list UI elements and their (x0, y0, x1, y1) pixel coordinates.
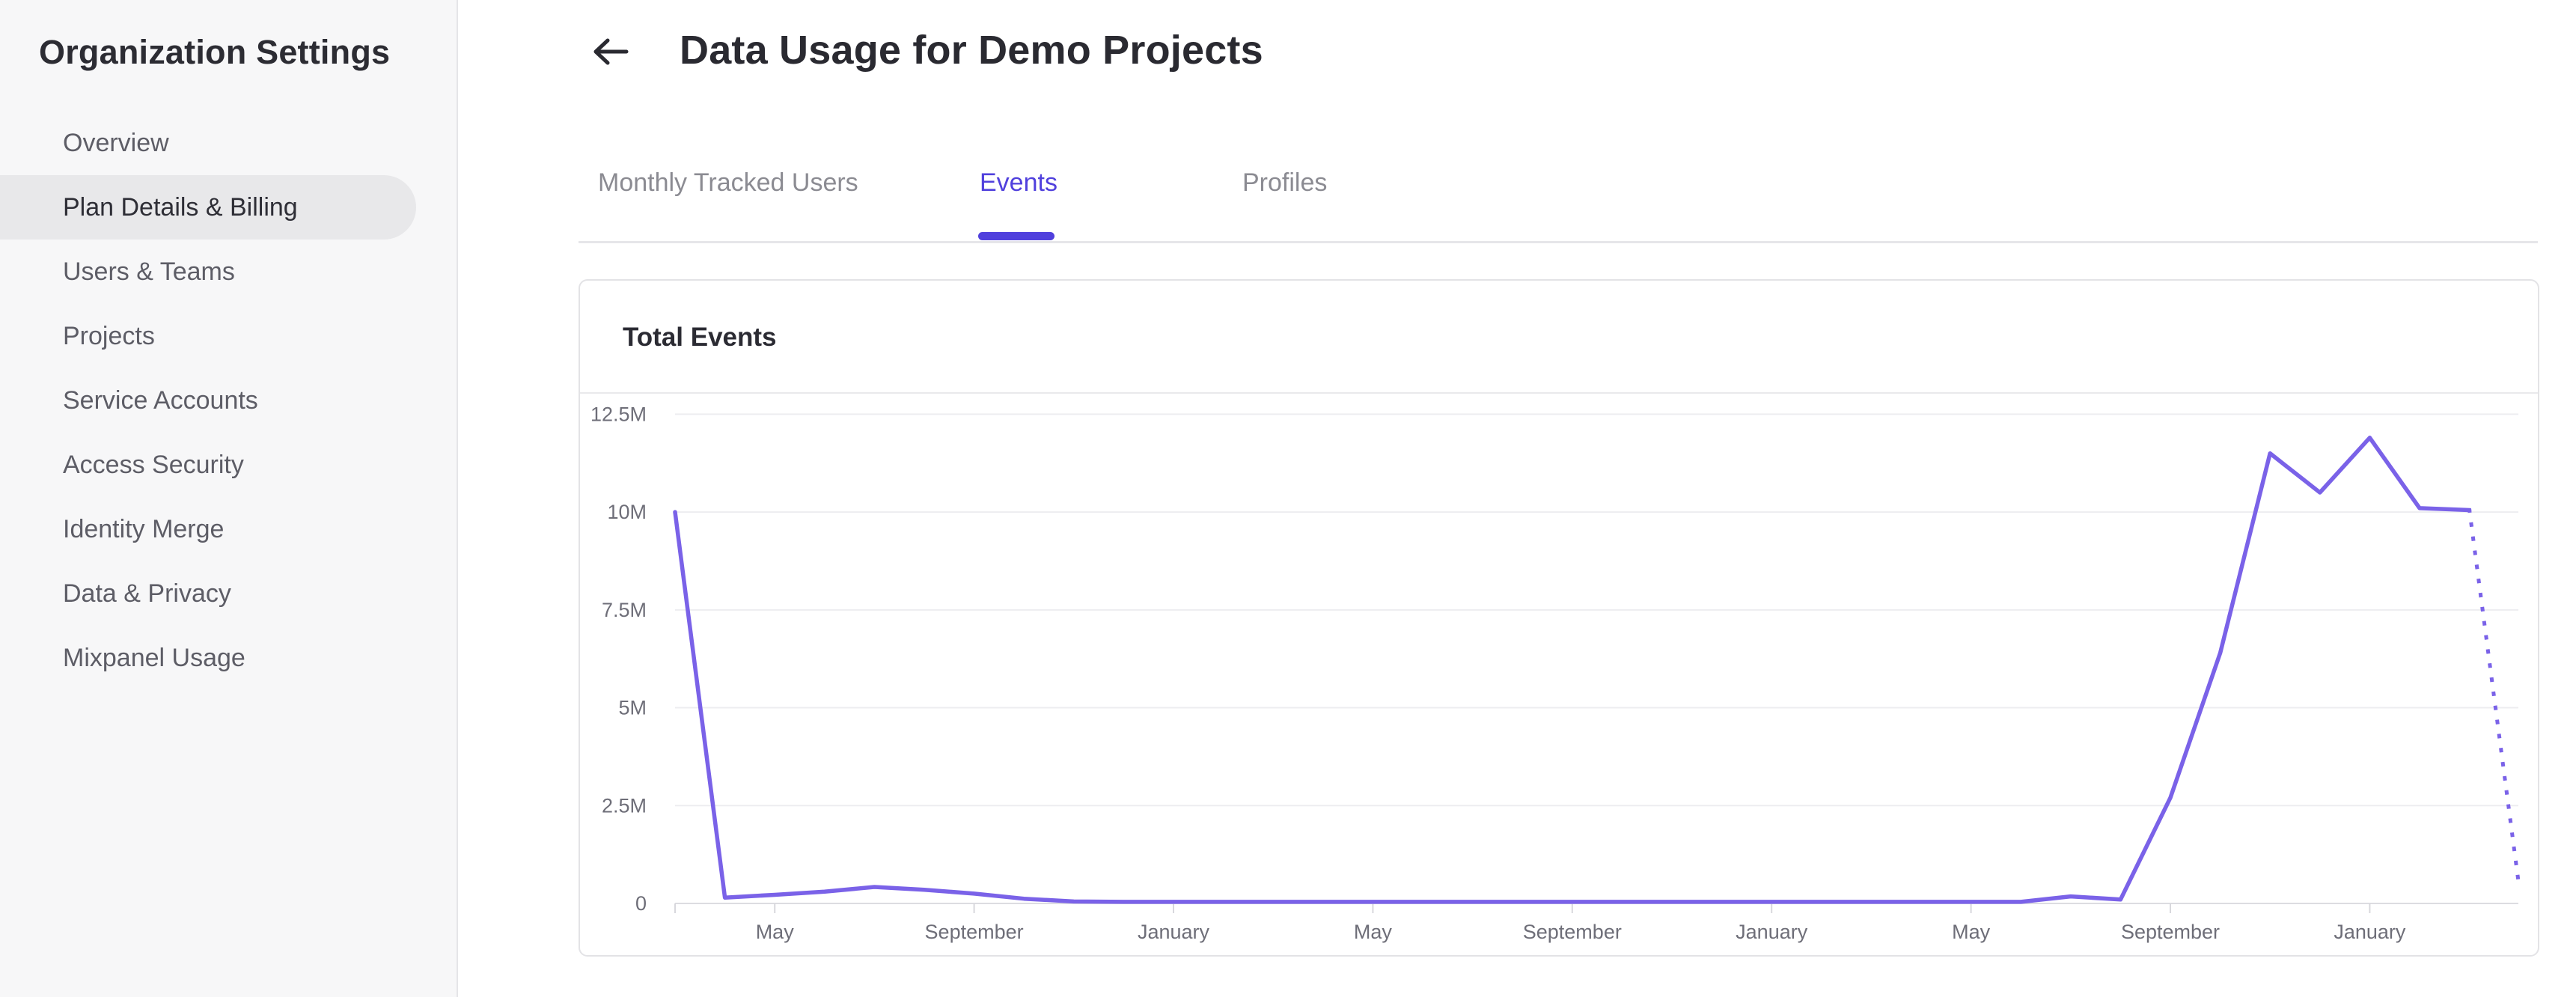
sidebar-item-plan-details-billing[interactable]: Plan Details & Billing (0, 175, 416, 240)
total-events-chart: 12.5M 10M 7.5M 5M 2.5M 0 May September January Ma… (590, 403, 2522, 943)
page-title: Data Usage for Demo Projects (680, 28, 1263, 73)
x-axis-label: September (925, 921, 1024, 943)
card-divider (580, 392, 2538, 394)
chart-area: 12.5M 10M 7.5M 5M 2.5M 0 May September January Ma… (580, 394, 2538, 955)
y-axis-label: 5M (618, 697, 647, 719)
total-events-card: Total Events 12.5M 10M 7.5M 5M 2.5M 0 May Septe… (579, 279, 2539, 957)
tab-events[interactable]: Events (980, 166, 1057, 199)
sidebar-item-identity-merge[interactable]: Identity Merge (63, 514, 225, 543)
y-axis-label: 2.5M (602, 794, 647, 817)
x-axis-label: January (1138, 921, 1210, 943)
y-axis-label: 12.5M (590, 403, 647, 425)
sidebar-item-overview[interactable]: Overview (63, 128, 169, 157)
sidebar-title: Organization Settings (39, 33, 391, 71)
organization-settings-sidebar: Organization Settings Overview Plan Detai… (0, 0, 458, 997)
x-axis-label: January (1736, 921, 1808, 943)
sidebar-nav: Overview Plan Details & Billing Users & Te… (0, 111, 457, 690)
x-axis-label: May (756, 921, 795, 943)
left-arrow-icon (591, 36, 630, 70)
total-events-line (673, 436, 2472, 904)
sidebar-item-data-privacy[interactable]: Data & Privacy (63, 579, 231, 608)
sidebar-item-users-teams[interactable]: Users & Teams (63, 257, 235, 286)
y-axis-label: 0 (635, 892, 647, 915)
x-axis-label: May (1354, 921, 1393, 943)
sidebar-item-access-security[interactable]: Access Security (63, 450, 244, 479)
sidebar-item-service-accounts[interactable]: Service Accounts (63, 385, 258, 415)
y-axis-label: 7.5M (602, 599, 647, 621)
sidebar-item-projects[interactable]: Projects (63, 321, 155, 350)
sidebar-item-mixpanel-usage[interactable]: Mixpanel Usage (63, 643, 245, 672)
y-axis-label: 10M (607, 501, 647, 523)
card-title: Total Events (623, 323, 777, 352)
x-axis-label: January (2334, 921, 2406, 943)
total-events-projected-line (2467, 507, 2522, 890)
back-button[interactable] (588, 30, 633, 75)
x-axis-label: September (2121, 921, 2220, 943)
x-axis-label: May (1952, 921, 1991, 943)
active-tab-underline (978, 232, 1054, 240)
tab-profiles[interactable]: Profiles (1242, 166, 1327, 199)
tab-monthly-tracked-users[interactable]: Monthly Tracked Users (598, 166, 858, 199)
x-axis-label: September (1523, 921, 1622, 943)
tab-bar-rule (579, 241, 2538, 243)
